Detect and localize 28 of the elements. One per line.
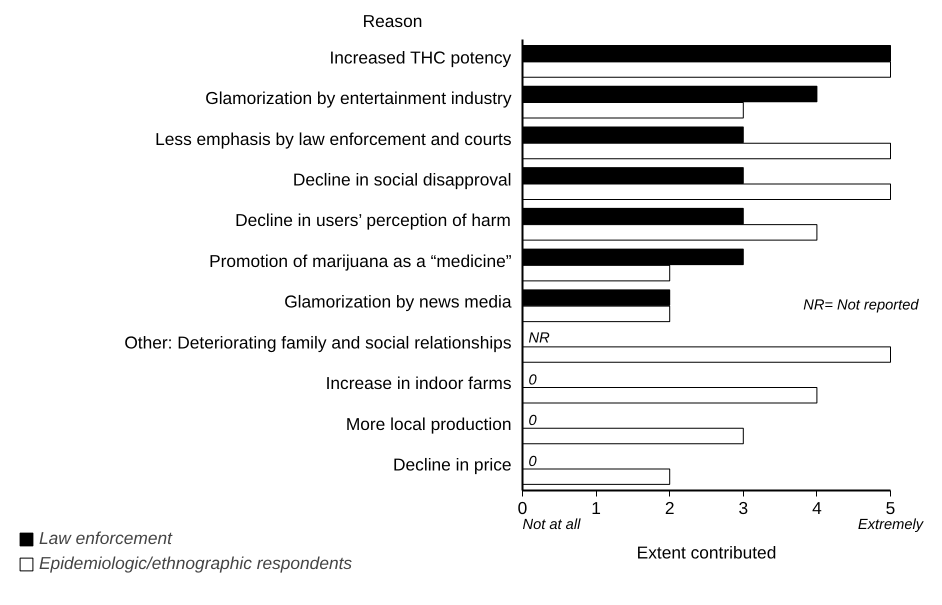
y-tick-label: Decline in price bbox=[393, 454, 512, 474]
y-tick-label: Promotion of marijuana as a “medicine” bbox=[209, 250, 512, 271]
y-tick-label: Increased THC potency bbox=[329, 47, 512, 68]
x-tick-label: 1 bbox=[591, 498, 601, 518]
y-tick-label: More local production bbox=[346, 414, 512, 434]
y-tick-label: Glamorization by entertainment industry bbox=[205, 88, 512, 108]
y-tick-label: Increase in indoor farms bbox=[326, 373, 512, 394]
x-tick-label: 4 bbox=[812, 498, 822, 518]
x-tick-label: 2 bbox=[664, 498, 675, 518]
x-axis-title: Extent contributed bbox=[636, 542, 776, 562]
x-tick-label: 0 bbox=[518, 498, 528, 518]
legend-label: Law enforcement bbox=[39, 528, 172, 549]
text: Extremely bbox=[858, 516, 925, 533]
legend-label: Epidemiologic/ethnographic respondents bbox=[39, 553, 352, 574]
y-axis-title: Reason bbox=[362, 11, 422, 32]
data-label: 0 bbox=[528, 413, 538, 430]
y-tick-label: Less emphasis by law enforcement and courts bbox=[155, 128, 512, 149]
y-tick-label: Decline in social disapproval bbox=[292, 169, 512, 190]
data-label: 0 bbox=[528, 372, 538, 388]
data-label: 0 bbox=[528, 454, 538, 470]
annotation: NR= Not reported bbox=[803, 298, 920, 314]
x-tick-label: 5 bbox=[886, 498, 896, 518]
text: Not at all bbox=[522, 516, 582, 533]
y-tick-label: Glamorization by news media bbox=[284, 292, 512, 312]
y-tick-label: Decline in users’ perception of harm bbox=[235, 210, 511, 230]
text: NR bbox=[528, 330, 550, 346]
x-tick-label: 3 bbox=[738, 498, 748, 518]
y-tick-label: Other: Deteriorating family and social relationships bbox=[124, 332, 512, 352]
